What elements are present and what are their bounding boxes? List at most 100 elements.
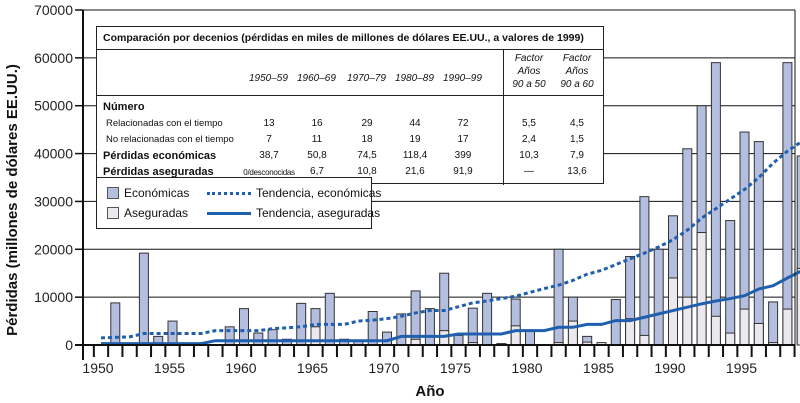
table-cell: 13: [263, 118, 275, 129]
col-header: 1950–59: [249, 73, 288, 84]
legend-item-aseguradas: Aseguradas: [107, 206, 188, 220]
bar-aseguradas: [567, 320, 578, 346]
table-cell: 16: [311, 118, 323, 129]
y-tick-label: 50000: [34, 98, 73, 114]
factor-header-line: 90 a 50: [512, 79, 546, 90]
trend-line-economicas: [100, 140, 800, 340]
factor-header: Factor Años 90 a 60: [557, 52, 597, 91]
bar-economicas: [296, 302, 307, 346]
legend: Económicas Tendencia, económicas Asegura…: [96, 177, 381, 229]
y-tick-label: 40000: [34, 146, 73, 162]
factor-header-line: Años: [517, 66, 541, 77]
y-tick-label: 30000: [34, 193, 73, 209]
bar-aseguradas: [310, 326, 321, 346]
bar-economicas: [553, 248, 564, 346]
bars: [110, 62, 800, 346]
y-tick-label: 60000: [34, 50, 73, 66]
trend-lines: [100, 140, 800, 346]
x-tick-label: 1985: [583, 360, 614, 376]
table-factor-cell: 5,5: [522, 118, 536, 129]
table-divider: [503, 50, 504, 95]
x-tick-label: 1955: [154, 360, 185, 376]
factor-header-line: Años: [565, 66, 589, 77]
table-cell: 10,8: [357, 166, 377, 177]
bar-economicas: [138, 252, 149, 346]
y-tick-label: 0: [65, 337, 73, 353]
table-factor-cell: 4,5: [570, 118, 584, 129]
y-tick-label: 10000: [34, 289, 73, 305]
bar-economicas: [725, 220, 736, 346]
bar-economicas: [453, 334, 464, 346]
table-header: 1950–59 1960–69 1970–79 1980–89 1990–99 …: [97, 50, 603, 96]
bar-aseguradas: [696, 232, 707, 346]
x-tick-label: 1960: [225, 360, 256, 376]
legend-label: Tendencia, económicas: [256, 186, 382, 200]
table-cell: 72: [457, 118, 469, 129]
trend-line-aseguradas: [101, 269, 800, 346]
table-body: Número Relacionadas con el tiempo 13 16 29 4…: [97, 96, 603, 185]
table-cell: 21,6: [405, 166, 425, 177]
bar-economicas: [768, 301, 779, 346]
x-tick-label: 1970: [368, 360, 399, 376]
bar-economicas: [424, 308, 435, 346]
aseguradas-swatch-icon: [107, 207, 119, 219]
bar-economicas: [782, 62, 793, 346]
x-axis-title: Año: [415, 383, 444, 400]
x-tick-label: 1965: [297, 360, 328, 376]
bar-economicas: [396, 313, 407, 346]
bar-economicas: [324, 292, 335, 346]
table-title: Comparación por decenios (pérdidas en mi…: [97, 27, 603, 50]
factor-header: Factor Años 90 a 50: [509, 52, 549, 91]
col-header: 1960–69: [297, 73, 336, 84]
bar-economicas: [653, 248, 664, 346]
table-factor-cell: 10,3: [519, 150, 539, 161]
table-cell: 7: [266, 134, 272, 145]
table-row-label: Pérdidas aseguradas: [103, 166, 214, 178]
table-factor-cell: 2,4: [522, 134, 536, 145]
factor-header-line: Factor: [562, 53, 592, 64]
bar-aseguradas: [725, 332, 736, 346]
legend-item-economicas: Económicas: [107, 186, 189, 200]
bar-economicas: [753, 141, 764, 346]
bar-economicas: [639, 196, 650, 346]
bar-economicas: [467, 307, 478, 346]
table-cell: 29: [361, 118, 373, 129]
x-tick-label: 1950: [82, 360, 113, 376]
table-cell: 399: [454, 150, 472, 161]
table-cell: 91,9: [453, 166, 473, 177]
table-cell: 6,7: [310, 166, 324, 177]
legend-item-tendencia-aseguradas: Tendencia, aseguradas: [207, 206, 380, 220]
y-tick-label: 20000: [34, 241, 73, 257]
bar-aseguradas: [639, 334, 650, 346]
bar-economicas: [253, 332, 264, 346]
economicas-swatch-icon: [107, 187, 119, 199]
legend-label: Tendencia, aseguradas: [256, 206, 381, 220]
table-factor-cell: 1,5: [570, 134, 584, 145]
bar-economicas: [525, 330, 535, 346]
bar-aseguradas: [739, 308, 750, 346]
x-tick-label: 1990: [654, 360, 685, 376]
table-cell: 18: [361, 134, 373, 145]
solid-line-icon: [207, 211, 251, 215]
comparison-table: Comparación por decenios (pérdidas en mi…: [96, 26, 604, 185]
table-cell: 0/desconocidas: [243, 168, 295, 177]
table-cell: 17: [457, 134, 469, 145]
bar-aseguradas: [682, 296, 693, 346]
y-axis-title: Pérdidas (millones de dólares EE.UU.): [4, 64, 21, 336]
table-row-label: No relacionadas con el tiempo: [106, 134, 234, 145]
bar-aseguradas: [753, 322, 764, 346]
col-header: 1970–79: [347, 73, 386, 84]
table-cell: 38,7: [259, 150, 279, 161]
dotted-line-icon: [207, 191, 251, 195]
bar-economicas: [267, 329, 278, 346]
table-factor-cell: 13,6: [567, 166, 587, 177]
table-factor-cell: 7,9: [570, 150, 584, 161]
table-cell: 74,5: [357, 150, 377, 161]
bar-aseguradas: [782, 308, 793, 346]
table-cell: 50,8: [307, 150, 327, 161]
bar-aseguradas: [710, 315, 721, 346]
bar-aseguradas: [510, 325, 521, 346]
section-label: Número: [103, 101, 145, 113]
x-tick-label: 1995: [726, 360, 757, 376]
factor-header-line: 90 a 60: [560, 79, 594, 90]
